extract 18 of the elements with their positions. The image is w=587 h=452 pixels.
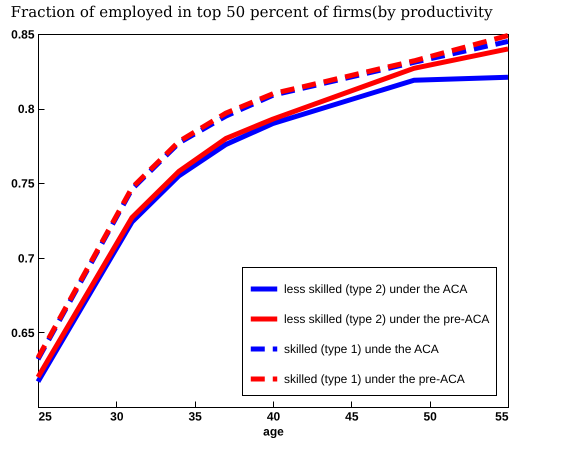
legend-label: skilled (type 1) unde the ACA (284, 342, 439, 356)
x-tick-label: 50 (423, 410, 438, 424)
chart-title: Fraction of employed in top 50 percent of firms(by productivity (10, 3, 494, 21)
y-tick-label: 0.65 (11, 326, 35, 340)
legend-label: less skilled (type 2) under the ACA (284, 282, 468, 296)
x-tick-label: 45 (345, 410, 359, 424)
x-tick-label: 55 (495, 410, 509, 424)
x-tick-label: 35 (188, 410, 202, 424)
y-tick-label: 0.75 (11, 176, 35, 191)
y-tick-label: 0.7 (18, 251, 35, 266)
legend-label: less skilled (type 2) under the pre-ACA (284, 312, 490, 326)
x-tick-label: 25 (38, 410, 52, 424)
x-tick-label: 30 (110, 410, 124, 424)
y-tick-label: 0.8 (18, 102, 35, 116)
y-tick-label: 0.85 (11, 28, 35, 42)
legend-label: skilled (type 1) under the pre-ACA (284, 372, 465, 386)
x-tick-label: 40 (266, 410, 280, 424)
x-axis-title: age (263, 424, 284, 438)
